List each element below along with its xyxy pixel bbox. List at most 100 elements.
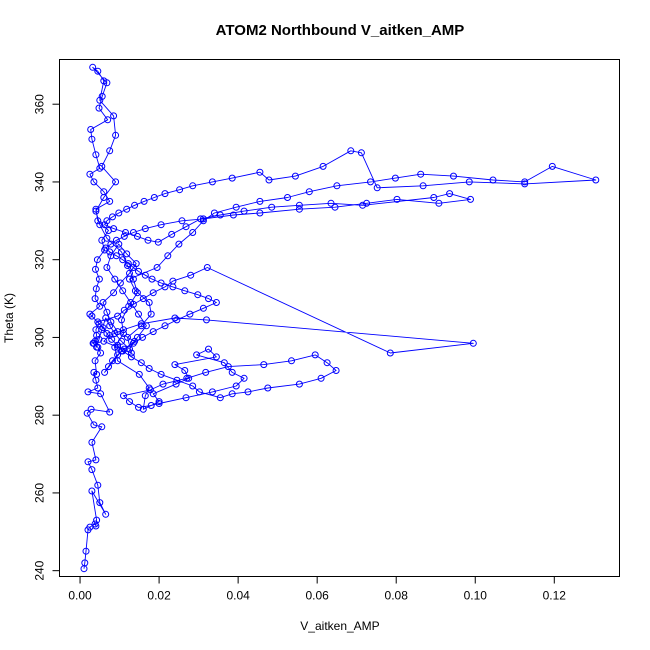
data-point — [109, 357, 116, 365]
y-tick-label: 280 — [33, 405, 47, 425]
data-point — [363, 199, 371, 207]
data-point — [119, 256, 127, 264]
data-point — [110, 225, 118, 233]
data-point — [216, 211, 224, 219]
data-point — [229, 211, 237, 219]
data-point — [171, 361, 179, 369]
data-point — [264, 384, 272, 392]
data-point — [92, 207, 100, 215]
data-point — [88, 487, 96, 495]
data-point — [141, 271, 149, 279]
data-point — [94, 217, 102, 225]
data-point — [87, 405, 95, 413]
data-point — [139, 405, 147, 413]
data-point — [93, 370, 101, 378]
data-point — [133, 333, 141, 341]
data-point — [145, 365, 153, 372]
data-point — [108, 335, 116, 343]
data-point — [205, 345, 212, 353]
data-point — [94, 67, 102, 75]
data-point — [155, 398, 163, 406]
data-point — [284, 194, 291, 201]
data-point — [228, 368, 236, 376]
data-point — [120, 392, 127, 400]
data-point — [446, 190, 454, 198]
data-point — [521, 178, 529, 186]
data-point — [137, 322, 145, 330]
data-point — [450, 172, 457, 180]
data-point — [95, 335, 103, 343]
data-point — [391, 174, 399, 182]
data-point — [92, 456, 100, 464]
y-tick-label: 240 — [33, 560, 47, 580]
data-point — [142, 322, 150, 330]
data-point — [135, 267, 142, 275]
data-point — [95, 320, 103, 328]
data-point — [189, 229, 197, 236]
data-point — [96, 221, 104, 229]
data-point — [94, 318, 102, 326]
x-tick-label: 0.12 — [543, 589, 567, 603]
data-point — [133, 232, 141, 240]
data-point — [148, 275, 156, 283]
y-tick-label: 360 — [33, 94, 47, 114]
data-point — [118, 347, 125, 355]
data-point — [149, 289, 157, 297]
data-point — [103, 234, 111, 242]
data-point — [150, 194, 158, 201]
data-point — [107, 252, 115, 260]
data-point — [106, 147, 114, 155]
x-tick-label: 0.10 — [464, 589, 488, 603]
data-point — [102, 314, 110, 322]
data-point — [86, 310, 94, 318]
data-point — [182, 223, 190, 231]
data-point — [203, 264, 211, 271]
data-point — [157, 279, 165, 287]
data-point — [210, 209, 218, 217]
data-point — [202, 368, 210, 376]
data-point — [103, 217, 111, 225]
data-point — [164, 252, 172, 260]
data-point — [331, 203, 339, 211]
data-point — [129, 275, 137, 283]
data-point — [157, 221, 165, 229]
data-point — [169, 283, 177, 291]
data-point — [172, 380, 180, 388]
data-point — [465, 178, 473, 186]
data-point — [120, 306, 128, 314]
data-point — [161, 322, 169, 330]
data-point — [119, 287, 127, 295]
data-point — [521, 180, 529, 188]
data-point — [102, 510, 110, 518]
data-point — [99, 299, 107, 306]
data-point — [118, 337, 125, 345]
data-point — [122, 229, 129, 236]
data-point — [147, 310, 155, 318]
data-point — [110, 112, 118, 120]
data-point — [93, 256, 101, 264]
data-point — [256, 209, 264, 217]
data-point — [125, 302, 133, 310]
data-point — [90, 178, 98, 186]
data-point — [333, 182, 341, 190]
data-point — [96, 164, 104, 172]
data-point — [295, 201, 303, 209]
data-point — [155, 400, 163, 407]
data-point — [82, 547, 90, 555]
data-point — [100, 337, 108, 345]
data-point — [116, 279, 124, 287]
data-point — [171, 314, 179, 322]
data-point — [347, 147, 355, 155]
data-point — [193, 351, 201, 359]
data-point — [98, 423, 106, 431]
data-point — [89, 63, 97, 71]
data-point — [124, 260, 132, 268]
data-point — [81, 559, 89, 567]
data-point — [126, 398, 133, 406]
y-tick-label: 300 — [33, 327, 47, 347]
data-point — [178, 217, 186, 225]
data-point — [435, 199, 443, 207]
data-point — [84, 458, 92, 466]
data-point — [430, 194, 438, 201]
